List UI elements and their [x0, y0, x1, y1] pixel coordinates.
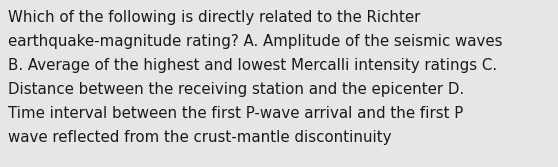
Text: Distance between the receiving station and the epicenter D.: Distance between the receiving station a… — [8, 82, 464, 97]
Text: Which of the following is directly related to the Richter: Which of the following is directly relat… — [8, 10, 420, 25]
Text: Time interval between the first P-wave arrival and the first P: Time interval between the first P-wave a… — [8, 106, 463, 121]
Text: B. Average of the highest and lowest Mercalli intensity ratings C.: B. Average of the highest and lowest Mer… — [8, 58, 497, 73]
Text: earthquake-magnitude rating? A. Amplitude of the seismic waves: earthquake-magnitude rating? A. Amplitud… — [8, 34, 503, 49]
Text: wave reflected from the crust-mantle discontinuity: wave reflected from the crust-mantle dis… — [8, 130, 392, 145]
